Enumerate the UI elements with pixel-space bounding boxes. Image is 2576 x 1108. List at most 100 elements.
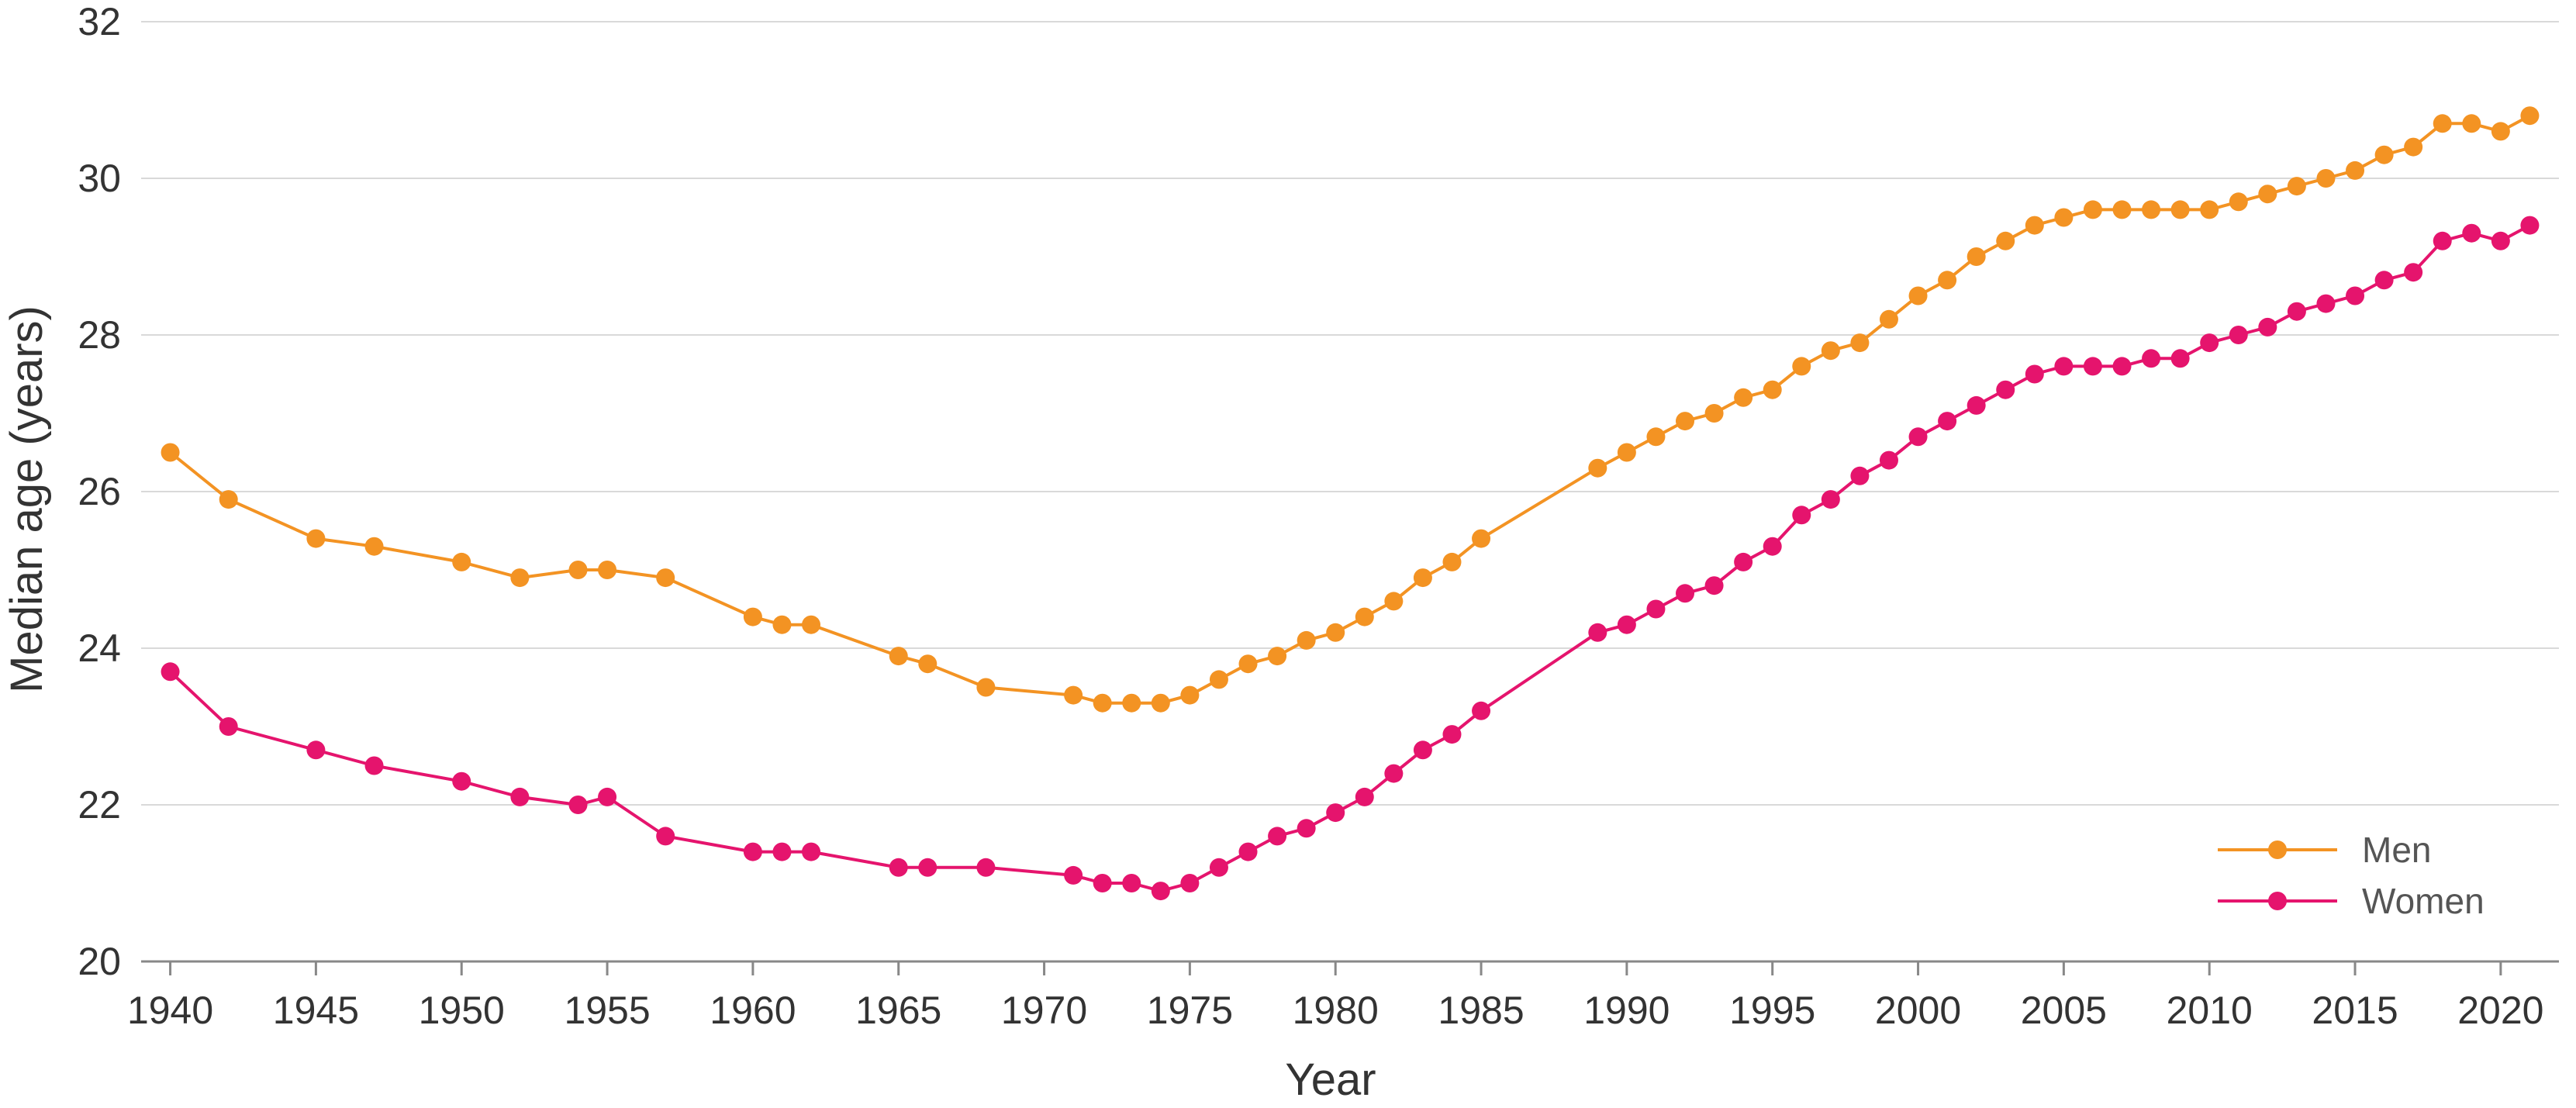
data-point-women bbox=[1879, 450, 1898, 470]
data-point-women bbox=[1384, 764, 1404, 783]
data-point-men bbox=[1268, 647, 1287, 666]
data-point-men bbox=[1821, 341, 1840, 361]
data-point-women bbox=[2229, 326, 2248, 344]
data-point-women bbox=[2433, 231, 2452, 250]
data-point-women bbox=[1238, 842, 1258, 861]
data-point-women bbox=[2258, 317, 2277, 337]
data-point-men bbox=[2025, 216, 2044, 235]
data-point-women bbox=[452, 771, 471, 791]
data-point-women bbox=[568, 796, 588, 814]
data-point-women bbox=[918, 858, 938, 877]
data-point-women bbox=[364, 756, 384, 775]
x-tick-label: 1950 bbox=[419, 989, 505, 1032]
data-point-women bbox=[2346, 286, 2365, 305]
data-point-men bbox=[1646, 427, 1666, 447]
data-point-men bbox=[2287, 177, 2306, 196]
data-point-women bbox=[1821, 490, 1840, 509]
data-point-men bbox=[219, 490, 238, 509]
data-point-men bbox=[656, 568, 675, 588]
data-point-men bbox=[743, 607, 762, 626]
data-point-women bbox=[1472, 701, 1491, 720]
data-point-men bbox=[1355, 607, 1374, 626]
data-point-women bbox=[510, 787, 530, 806]
data-point-men bbox=[2258, 185, 2277, 204]
gridlines bbox=[141, 21, 2559, 806]
data-point-men bbox=[1996, 231, 2015, 250]
data-point-women bbox=[1151, 882, 1170, 901]
data-point-women bbox=[2054, 357, 2074, 376]
data-point-men bbox=[802, 615, 821, 634]
legend-swatch-marker bbox=[2268, 840, 2287, 859]
data-point-men bbox=[1064, 685, 1083, 705]
data-point-men bbox=[2491, 122, 2510, 141]
y-tick-label: 32 bbox=[78, 0, 121, 43]
data-point-women bbox=[1908, 427, 1928, 447]
y-tick-label: 30 bbox=[78, 157, 121, 200]
y-tick-label: 28 bbox=[78, 313, 121, 357]
data-point-women bbox=[2287, 302, 2306, 321]
x-axis-title: Year bbox=[1285, 1054, 1376, 1105]
data-point-men bbox=[1850, 333, 1870, 353]
axes: 20 22 24 26 28 30 32 1940 1945 1950 1955 1960 1965 19… bbox=[78, 0, 2559, 1032]
data-point-women bbox=[1704, 576, 1724, 595]
data-point-men bbox=[2346, 161, 2365, 180]
y-tick-label: 24 bbox=[78, 626, 121, 670]
data-point-men bbox=[2229, 192, 2248, 212]
data-point-women bbox=[1093, 874, 1112, 892]
legend-label: Men bbox=[2362, 830, 2431, 870]
data-point-women bbox=[2025, 364, 2044, 384]
data-point-men bbox=[2520, 106, 2540, 126]
legend: Men Women bbox=[2218, 830, 2484, 921]
x-tick-label: 1975 bbox=[1147, 989, 1233, 1032]
data-point-men bbox=[1209, 670, 1228, 689]
data-point-men bbox=[918, 654, 938, 674]
data-point-men bbox=[1617, 443, 1636, 462]
data-point-women bbox=[2142, 349, 2161, 368]
y-tick-label: 26 bbox=[78, 470, 121, 513]
series-men bbox=[161, 106, 2540, 713]
data-point-men bbox=[2170, 200, 2190, 219]
data-point-men bbox=[2112, 200, 2132, 219]
x-tick-label: 1980 bbox=[1293, 989, 1379, 1032]
data-point-women bbox=[802, 842, 821, 861]
data-point-women bbox=[2404, 263, 2423, 282]
data-point-men bbox=[1180, 685, 1200, 705]
data-point-men bbox=[1472, 529, 1491, 548]
x-tick-label: 1970 bbox=[1001, 989, 1087, 1032]
data-point-women bbox=[889, 858, 908, 877]
data-point-women bbox=[1588, 623, 1607, 642]
data-point-women bbox=[2112, 357, 2132, 376]
data-point-men bbox=[598, 561, 617, 579]
data-point-men bbox=[161, 443, 180, 462]
x-tick-label: 2015 bbox=[2312, 989, 2398, 1032]
data-point-men bbox=[2462, 114, 2481, 133]
data-point-women bbox=[161, 662, 180, 682]
x-tick-label: 1960 bbox=[710, 989, 796, 1032]
data-point-men bbox=[510, 568, 530, 588]
data-point-men bbox=[364, 537, 384, 556]
data-point-women bbox=[1064, 865, 1083, 885]
data-point-women bbox=[1326, 803, 1345, 823]
data-point-men bbox=[1734, 388, 1753, 407]
data-point-men bbox=[2404, 137, 2423, 157]
data-point-men bbox=[2316, 169, 2336, 188]
data-point-women bbox=[1297, 819, 1316, 838]
x-tick-label: 1940 bbox=[127, 989, 213, 1032]
data-point-men bbox=[1588, 458, 1607, 478]
data-point-women bbox=[2462, 223, 2481, 243]
data-point-women bbox=[1938, 412, 1957, 431]
data-point-women bbox=[1734, 552, 1753, 571]
x-tick-label: 1945 bbox=[273, 989, 359, 1032]
data-point-men bbox=[568, 561, 588, 579]
data-point-women bbox=[306, 740, 326, 760]
data-point-women bbox=[2170, 349, 2190, 368]
data-point-men bbox=[1792, 357, 1811, 376]
data-point-men bbox=[2054, 208, 2074, 227]
x-tick-label: 1985 bbox=[1438, 989, 1524, 1032]
x-tick-label: 2005 bbox=[2021, 989, 2107, 1032]
data-point-men bbox=[2200, 200, 2219, 219]
x-tick-label: 1990 bbox=[1583, 989, 1670, 1032]
data-point-men bbox=[1879, 309, 1898, 329]
